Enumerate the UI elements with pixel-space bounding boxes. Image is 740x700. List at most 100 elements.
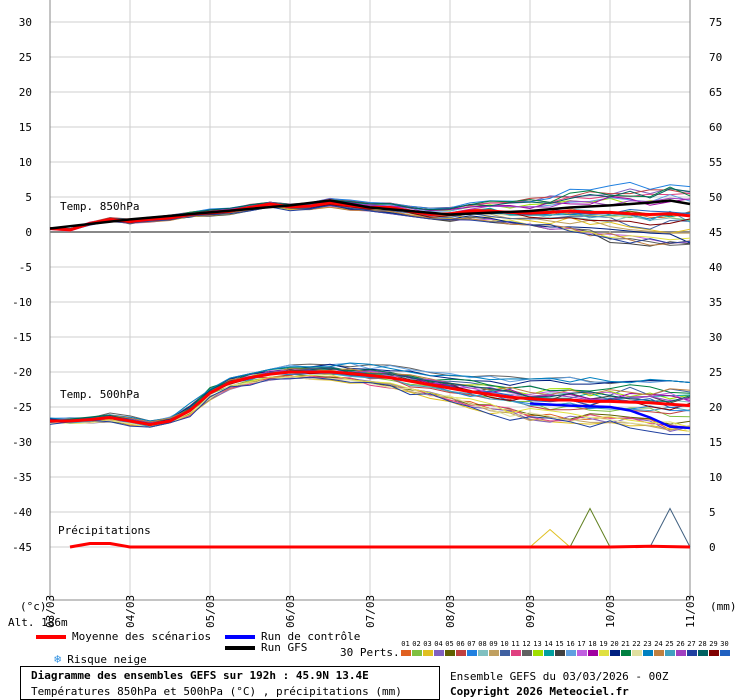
pert-legend-item: 09: [488, 640, 499, 656]
pert-number: 08: [478, 640, 487, 648]
pert-legend-item: 13: [532, 640, 543, 656]
pert-color-chip: [653, 650, 664, 656]
pert-color-chip: [686, 650, 697, 656]
right-tick-label: 60: [709, 121, 722, 134]
pert-legend-item: 24: [653, 640, 664, 656]
left-tick-label: -25: [12, 401, 32, 414]
pert-legend-item: 06: [455, 640, 466, 656]
pert-legend-item: 19: [598, 640, 609, 656]
pert-legend-item: 22: [631, 640, 642, 656]
right-tick-label: 35: [709, 296, 722, 309]
pert-legend-item: 11: [510, 640, 521, 656]
pert-number: 21: [621, 640, 630, 648]
legend-control-swatch: [225, 634, 255, 639]
pert-color-chip: [532, 650, 543, 656]
right-tick-label: 10: [709, 471, 722, 484]
right-tick-label: 70: [709, 51, 722, 64]
pert-color-chip: [510, 650, 521, 656]
pert-number: 22: [632, 640, 641, 648]
pert-number: 20: [610, 640, 619, 648]
precip-member-spike: [569, 507, 611, 548]
x-tick-label: 10/03: [604, 595, 617, 628]
right-tick-label: 20: [709, 401, 722, 414]
series-t850-run-gfs: [49, 199, 691, 230]
pert-legend-item: 20: [609, 640, 620, 656]
left-tick-label: 15: [19, 121, 32, 134]
t850-member-line: [49, 204, 691, 244]
series-t500-moyenne-des-sc-narios: [50, 370, 691, 426]
pert-number: 24: [654, 640, 663, 648]
x-tick-label: 06/03: [284, 595, 297, 628]
left-tick-label: -15: [12, 331, 32, 344]
left-tick-label: -10: [12, 296, 32, 309]
pert-number: 14: [544, 640, 553, 648]
pert-color-chip: [587, 650, 598, 656]
legend-gfs: Run GFS: [225, 641, 307, 654]
pert-legend-item: 27: [686, 640, 697, 656]
legend-mean-swatch: [36, 634, 66, 639]
pert-legend-item: 10: [499, 640, 510, 656]
pert-legend-item: 03: [422, 640, 433, 656]
annotation-precip: Précipitations: [58, 524, 151, 537]
right-tick-label: 25: [709, 366, 722, 379]
pert-color-chip: [521, 650, 532, 656]
pert-number: 19: [599, 640, 608, 648]
chart-title: Diagramme des ensembles GEFS sur 192h : …: [31, 669, 369, 682]
pert-number: 10: [500, 640, 509, 648]
pert-color-chip: [411, 650, 422, 656]
pert-legend-item: 25: [664, 640, 675, 656]
right-tick-label: 15: [709, 436, 722, 449]
pert-color-chip: [598, 650, 609, 656]
left-tick-label: -45: [12, 541, 32, 554]
pert-legend-item: 05: [444, 640, 455, 656]
pert-color-chip: [543, 650, 554, 656]
title-box: Diagramme des ensembles GEFS sur 192h : …: [20, 666, 440, 700]
right-tick-label: 40: [709, 261, 722, 274]
pert-number: 09: [489, 640, 498, 648]
pert-legend-item: 04: [433, 640, 444, 656]
pert-legend-item: 02: [411, 640, 422, 656]
pert-legend-item: 21: [620, 640, 631, 656]
precip-member-spike: [529, 528, 571, 548]
legend-mean-label: Moyenne des scénarios: [72, 630, 212, 643]
pert-number: 17: [577, 640, 586, 648]
pert-number: 07: [467, 640, 476, 648]
pert-color-chip: [609, 650, 620, 656]
x-tick-label: 03/03: [44, 595, 57, 628]
right-tick-label: 45: [709, 226, 722, 239]
pert-number: 12: [522, 640, 531, 648]
pert-legend-item: 18: [587, 640, 598, 656]
left-tick-label: -20: [12, 366, 32, 379]
pert-legend-item: 08: [477, 640, 488, 656]
x-tick-label: 04/03: [124, 595, 137, 628]
pert-color-chip: [477, 650, 488, 656]
pert-color-chip: [631, 650, 642, 656]
pert-number: 06: [456, 640, 465, 648]
pert-number: 01: [401, 640, 410, 648]
left-tick-label: 10: [19, 156, 32, 169]
pert-number: 03: [423, 640, 432, 648]
x-tick-label: 07/03: [364, 595, 377, 628]
left-tick-label: -35: [12, 471, 32, 484]
pert-number: 11: [511, 640, 520, 648]
pert-number: 13: [533, 640, 542, 648]
left-tick-label: -5: [19, 261, 32, 274]
t500-member-line: [49, 362, 691, 422]
pert-number: 04: [434, 640, 443, 648]
pert-color-chip: [455, 650, 466, 656]
pert-number: 29: [709, 640, 718, 648]
altitude-label: Alt. 186m: [8, 616, 68, 629]
right-tick-label: 5: [709, 506, 716, 519]
ensemble-chart: 302520151050-5-10-15-20-25-30-35-40-4575…: [12, 0, 737, 628]
x-tick-label: 05/03: [204, 595, 217, 628]
pert-number: 16: [566, 640, 575, 648]
pert-legend-item: 17: [576, 640, 587, 656]
pert-color-chip: [576, 650, 587, 656]
pert-number: 02: [412, 640, 421, 648]
pert-color-chip: [697, 650, 708, 656]
left-unit-label: (°c): [20, 600, 47, 613]
right-unit-label: (mm): [710, 600, 737, 613]
pert-number: 23: [643, 640, 652, 648]
pert-legend-item: 01: [400, 640, 411, 656]
pert-number: 25: [665, 640, 674, 648]
